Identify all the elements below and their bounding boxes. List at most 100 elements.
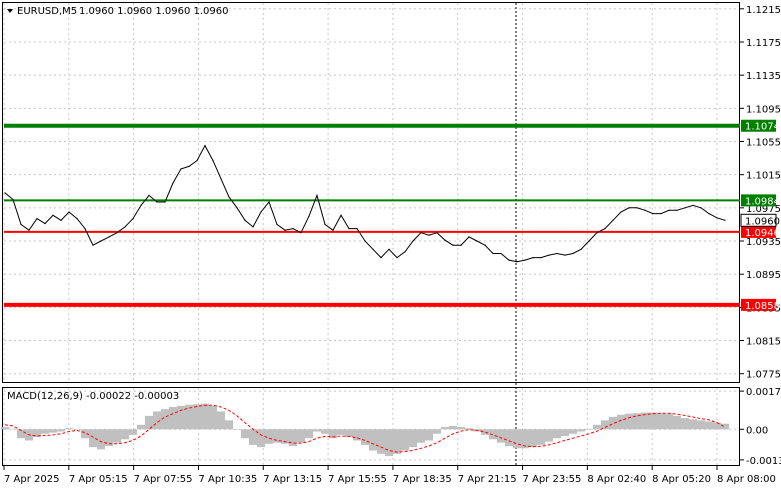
price-point — [244, 219, 246, 221]
macd-bar — [417, 429, 425, 443]
macd-bar — [689, 419, 697, 430]
price-point — [180, 168, 182, 170]
time-tick-label: 7 Apr 21:15 — [458, 474, 517, 485]
price-point — [196, 159, 198, 162]
macd-bar — [113, 429, 121, 443]
price-tick-label: 1.1175 — [746, 38, 781, 49]
macd-bar — [425, 429, 433, 441]
macd-tick-label: 0.00171 — [746, 387, 781, 398]
price-point — [20, 223, 22, 226]
price-point — [524, 259, 526, 261]
macd-bar — [505, 429, 513, 447]
macd-bar — [561, 429, 569, 436]
price-panel-frame — [2, 2, 740, 383]
price-point — [420, 232, 422, 234]
macd-bar — [49, 429, 57, 433]
macd-bar — [81, 429, 89, 439]
macd-bar — [681, 418, 689, 430]
time-tick-label: 7 Apr 2025 — [4, 474, 59, 485]
price-level-tag — [741, 298, 776, 311]
price-point — [620, 211, 622, 213]
price-tick-label: 1.0895 — [746, 270, 781, 281]
price-point — [612, 219, 614, 221]
price-point — [492, 252, 494, 255]
price-point — [132, 218, 134, 220]
macd-bar — [697, 420, 705, 430]
macd-bar — [577, 429, 585, 432]
price-point — [252, 226, 254, 228]
macd-bar — [321, 429, 329, 434]
price-point — [652, 213, 654, 215]
macd-bar — [217, 411, 225, 430]
price-point — [604, 227, 606, 230]
macd-bar — [297, 429, 305, 443]
price-point — [388, 248, 390, 250]
price-point — [60, 219, 62, 221]
price-point — [292, 227, 294, 230]
macd-histogram — [1, 403, 729, 457]
price-axis: 1.1215 1.1175 1.1135 1.1095 1.1055 1.1015 1.09… — [740, 5, 781, 381]
levels-group — [4, 123, 740, 307]
price-point — [452, 244, 454, 246]
macd-bar — [465, 428, 473, 430]
macd-bar — [617, 414, 625, 430]
macd-bar — [433, 429, 441, 434]
price-point — [284, 229, 286, 231]
macd-tick-label: 0.00 — [746, 425, 768, 436]
macd-bar — [17, 429, 25, 439]
macd-bar — [137, 424, 145, 430]
macd-bar — [385, 429, 393, 457]
price-point — [364, 240, 366, 242]
price-point — [636, 207, 638, 209]
price-point — [700, 207, 702, 209]
macd-bar — [153, 411, 161, 430]
macd-bar — [665, 413, 673, 430]
time-tick-label: 7 Apr 07:55 — [134, 474, 193, 485]
macd-bar — [129, 429, 137, 435]
macd-bar — [265, 429, 273, 444]
macd-bar — [57, 429, 65, 432]
price-point — [588, 240, 590, 242]
macd-bar — [273, 429, 281, 443]
price-point — [164, 201, 166, 203]
price-level-tag-label: 1.0984 — [745, 196, 780, 207]
level-tags: 1.1074 1.0984 1.0946 1.0858 1.0960 — [740, 119, 780, 312]
price-point — [156, 201, 158, 203]
macd-bar — [609, 417, 617, 430]
macd-bar — [121, 429, 129, 440]
time-tick-label: 7 Apr 05:15 — [69, 474, 128, 485]
macd-label: MACD(12,26,9) -0.00022 -0.00003 — [7, 391, 179, 402]
price-point — [220, 178, 222, 180]
price-point — [84, 227, 86, 230]
price-level-tag-label: 1.0858 — [745, 301, 780, 312]
price-point — [212, 159, 214, 162]
price-point — [708, 213, 710, 215]
price-tick-label: 1.0815 — [746, 337, 781, 348]
price-tick-label: 1.1095 — [746, 104, 781, 115]
macd-bar — [353, 429, 361, 441]
current-price-tag — [740, 213, 777, 227]
price-point — [540, 257, 542, 259]
price-point — [140, 204, 142, 206]
price-point — [692, 204, 694, 206]
price-point — [76, 218, 78, 220]
macd-bar — [449, 425, 457, 430]
price-point — [68, 211, 70, 213]
price-point — [92, 244, 94, 246]
price-point — [716, 217, 718, 219]
price-point — [308, 215, 310, 217]
time-tick-label: 7 Apr 18:35 — [393, 474, 452, 485]
macd-bar — [249, 429, 257, 445]
macd-bar — [281, 429, 289, 444]
macd-bar — [625, 413, 633, 430]
dropdown-triangle-icon[interactable] — [7, 9, 13, 13]
macd-tick-label: -0.00137 — [746, 456, 781, 467]
price-point — [556, 252, 558, 255]
price-point — [644, 209, 646, 211]
macd-bar — [145, 415, 153, 430]
macd-bar — [673, 415, 681, 430]
macd-bar — [313, 429, 321, 432]
price-tick-label: 1.0975 — [746, 204, 781, 215]
